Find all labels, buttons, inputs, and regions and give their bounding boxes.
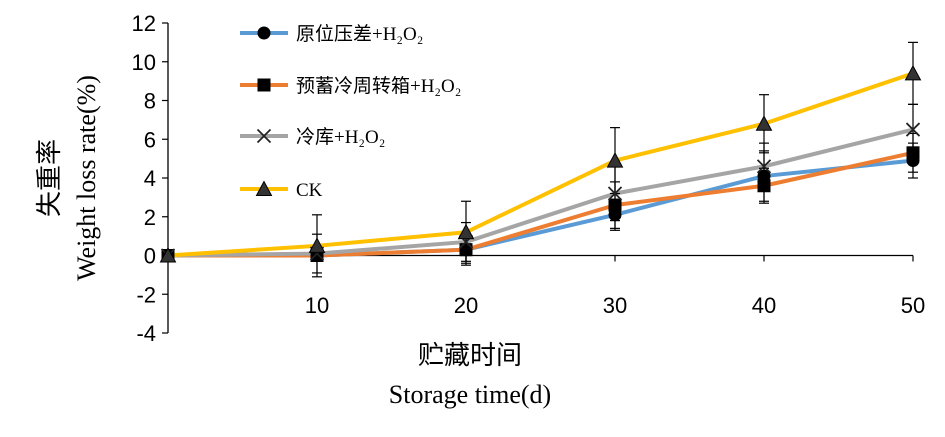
y-axis-title-en: Weight loss rate(%) [72, 75, 101, 281]
x-tick-label: 40 [752, 293, 776, 318]
series-line-1 [168, 153, 913, 256]
y-tick-label: 8 [144, 89, 156, 114]
legend-label: 预蓄冷周转箱+H₂O₂ [296, 75, 461, 97]
axes-layer: -4 -2 0 2 4 6 8 10 12 10 20 30 40 50 [132, 11, 926, 346]
data-point-1-3 [609, 199, 622, 212]
y-tick-label: 4 [144, 166, 156, 191]
series-layer [161, 42, 921, 276]
series-line-2 [168, 130, 913, 256]
y-tick-label: -4 [136, 321, 156, 346]
y-axis-title-cn: 失重率 [35, 139, 64, 217]
legend: 原位压差+H₂O₂ 预蓄冷周转箱+H₂O₂ 冷库+H₂O₂ CK [240, 23, 461, 201]
x-axis-title-cn: 贮藏时间 [418, 341, 522, 370]
x-tick-label: 10 [305, 293, 329, 318]
y-tick-label: 0 [144, 244, 156, 269]
series-line-0 [168, 161, 913, 256]
x-tick-label: 50 [901, 293, 925, 318]
legend-label: CK [296, 180, 323, 201]
legend-item-1: 预蓄冷周转箱+H₂O₂ [240, 75, 461, 97]
y-tick-label: 12 [132, 11, 156, 36]
x-axis-title-en: Storage time(d) [389, 380, 551, 409]
x-tick-label: 20 [454, 293, 478, 318]
data-point-3-5 [906, 66, 921, 80]
x-tick-label: 30 [603, 293, 627, 318]
legend-item-3: CK [240, 180, 323, 201]
legend-item-0: 原位压差+H₂O₂ [240, 23, 423, 45]
y-tick-label: 2 [144, 205, 156, 230]
legend-label: 冷库+H₂O₂ [296, 126, 385, 148]
legend-label: 原位压差+H₂O₂ [296, 23, 423, 45]
legend-swatch-marker [258, 27, 271, 40]
y-tick-label: 6 [144, 127, 156, 152]
y-tick-label: 10 [132, 50, 156, 75]
data-point-1-4 [758, 179, 771, 192]
y-tick-label: -2 [136, 282, 156, 307]
data-point-1-5 [907, 146, 920, 159]
legend-swatch-marker [258, 79, 271, 92]
legend-item-2: 冷库+H₂O₂ [240, 126, 385, 148]
data-point-1-2 [460, 243, 473, 256]
